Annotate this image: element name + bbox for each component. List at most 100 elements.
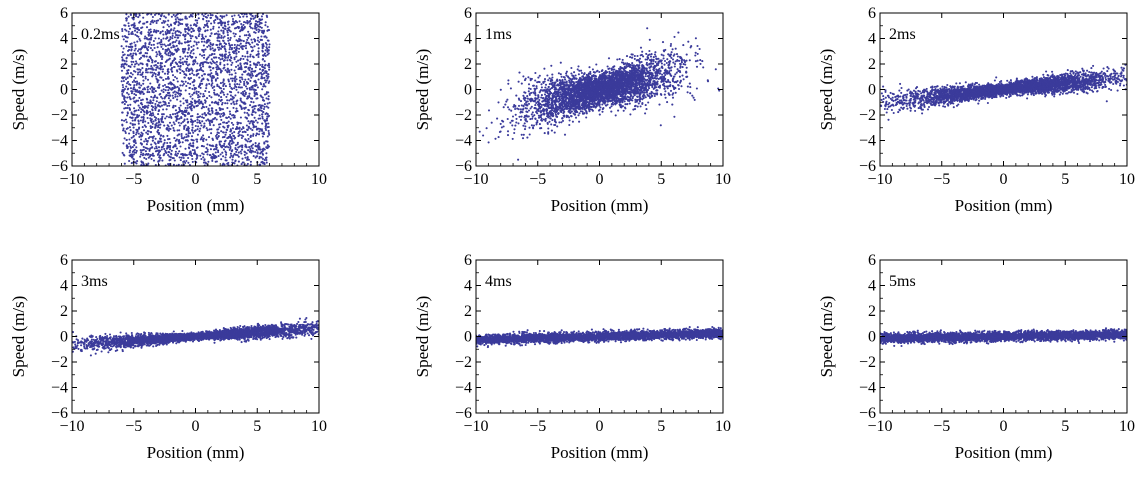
data-point: [133, 24, 136, 28]
data-point: [250, 100, 253, 103]
data-point: [177, 87, 181, 90]
data-point: [255, 28, 258, 32]
data-point: [191, 93, 194, 96]
data-point: [237, 64, 240, 67]
data-point: [121, 90, 124, 93]
data-point: [178, 42, 181, 45]
data-point: [133, 148, 136, 151]
data-point: [194, 60, 197, 63]
data-point: [219, 47, 223, 50]
data-point: [524, 125, 527, 128]
data-point: [152, 43, 155, 46]
data-point: [577, 65, 580, 68]
data-point: [230, 68, 233, 71]
data-point: [182, 113, 185, 116]
data-point: [194, 124, 197, 128]
data-point: [538, 123, 541, 126]
data-point: [235, 52, 238, 55]
data-point: [253, 94, 256, 98]
data-point: [178, 124, 181, 127]
data-point: [147, 45, 150, 49]
data-point: [205, 113, 208, 116]
data-point: [166, 72, 169, 75]
data-point: [202, 92, 205, 96]
data-point: [183, 136, 186, 139]
data-point: [133, 92, 136, 96]
data-point: [164, 149, 167, 152]
data-point: [201, 49, 204, 52]
data-point: [193, 86, 196, 89]
data-point: [204, 30, 207, 33]
data-point: [187, 132, 190, 135]
data-point: [135, 62, 138, 65]
data-point: [126, 36, 129, 39]
data-point: [243, 111, 246, 114]
data-point: [146, 163, 149, 166]
data-point: [227, 142, 230, 146]
data-point: [254, 24, 257, 27]
data-point: [256, 121, 259, 124]
data-point: [195, 146, 198, 149]
data-point: [260, 26, 263, 29]
data-point: [163, 147, 166, 151]
data-point: [256, 73, 259, 76]
data-point: [261, 43, 264, 46]
data-point: [156, 96, 159, 100]
data-point: [212, 25, 215, 28]
data-point: [145, 143, 148, 146]
data-point: [666, 58, 669, 61]
data-point: [211, 159, 214, 162]
data-point: [158, 51, 161, 54]
data-point: [240, 92, 243, 95]
data-point: [129, 87, 133, 90]
data-point: [207, 61, 210, 65]
data-point: [714, 68, 717, 71]
data-point: [155, 21, 158, 25]
data-point: [202, 17, 205, 20]
data-point: [201, 13, 204, 16]
data-point: [169, 99, 172, 102]
data-point: [190, 109, 193, 112]
data-point: [649, 69, 652, 72]
data-point: [204, 15, 207, 18]
data-point: [124, 130, 127, 133]
data-point: [184, 161, 187, 164]
data-point: [142, 119, 145, 122]
data-point: [171, 74, 175, 77]
data-point: [189, 51, 192, 54]
data-point: [195, 41, 198, 44]
data-point: [531, 115, 534, 118]
data-point: [204, 13, 207, 16]
data-point: [121, 51, 124, 54]
data-point: [167, 44, 170, 47]
data-point: [198, 98, 201, 101]
data-point: [208, 82, 211, 85]
data-point: [153, 147, 156, 150]
data-point: [214, 156, 217, 159]
data-point: [578, 112, 581, 115]
data-point: [142, 148, 145, 151]
data-point: [128, 151, 131, 154]
data-point: [158, 101, 161, 104]
data-point: [527, 90, 530, 93]
data-point: [217, 30, 220, 33]
data-point: [165, 93, 168, 97]
data-point: [674, 73, 677, 76]
data-point: [144, 46, 147, 49]
data-point: [211, 145, 215, 148]
data-point: [225, 116, 228, 119]
data-point: [585, 116, 588, 119]
data-point: [167, 68, 170, 71]
data-point: [248, 25, 252, 28]
data-point: [173, 45, 176, 48]
data-point: [245, 15, 248, 18]
data-point: [125, 57, 128, 60]
data-point: [196, 121, 199, 124]
data-point: [185, 101, 188, 104]
data-point: [204, 35, 207, 38]
data-point: [655, 89, 658, 92]
data-point: [184, 124, 187, 127]
data-point: [219, 140, 223, 143]
data-point: [213, 56, 216, 59]
data-point: [214, 78, 217, 81]
